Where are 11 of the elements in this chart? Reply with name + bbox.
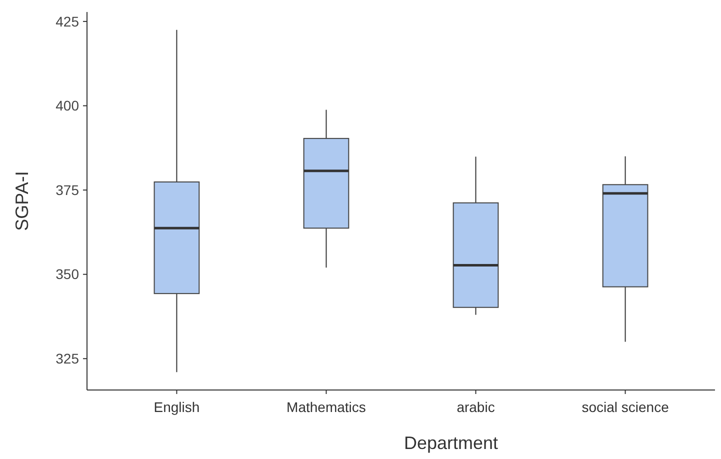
x-tick-label: social science	[582, 399, 670, 415]
y-tick-label: 375	[56, 182, 80, 198]
x-tick-label: arabic	[456, 399, 495, 415]
x-tick-label: Mathematics	[286, 399, 366, 415]
y-tick-label: 350	[56, 266, 80, 282]
y-tick-label: 425	[56, 13, 80, 30]
y-tick-label: 400	[56, 98, 80, 114]
y-tick-label: 325	[56, 350, 80, 367]
x-tick-label: English	[154, 399, 200, 415]
y-axis-title: SGPA-I	[12, 171, 32, 231]
x-axis-title: Department	[404, 433, 498, 453]
